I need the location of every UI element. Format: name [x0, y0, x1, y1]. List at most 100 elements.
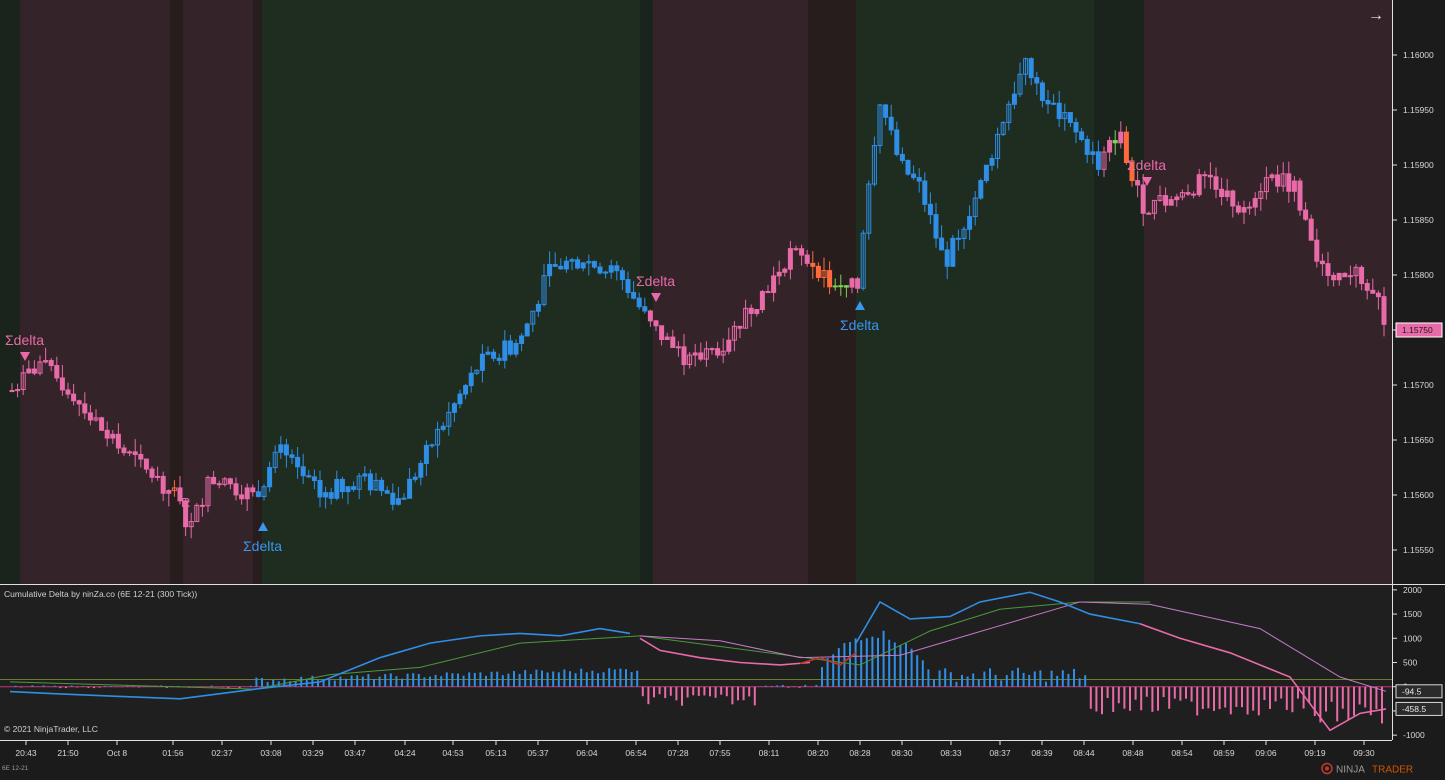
- candle: [967, 205, 973, 240]
- candle-body: [871, 145, 877, 185]
- time-tick-label: 06:54: [625, 748, 647, 758]
- candle: [390, 483, 396, 511]
- candle: [485, 346, 491, 356]
- time-tick-label: 02:37: [211, 748, 233, 758]
- price-tick-label: 1.16000: [1403, 50, 1434, 60]
- candle-body: [1062, 112, 1068, 120]
- candle-body: [1028, 58, 1034, 79]
- candle: [261, 484, 267, 501]
- candle: [323, 486, 329, 509]
- delta-signal: Σdelta: [243, 522, 282, 554]
- candle-body: [1291, 180, 1297, 192]
- time-tick-label: 06:04: [576, 748, 598, 758]
- brand-left: NINJA: [1336, 765, 1365, 776]
- candle-body: [384, 490, 390, 494]
- candle-body: [558, 265, 564, 270]
- candle-body: [1129, 162, 1135, 182]
- candle-body: [804, 254, 810, 264]
- candle-body: [1084, 138, 1090, 155]
- candle-body: [743, 307, 749, 329]
- candle: [507, 334, 513, 357]
- candle: [743, 299, 749, 329]
- time-tick-label: 08:44: [1073, 748, 1095, 758]
- candle-body: [524, 323, 530, 337]
- candle: [838, 274, 844, 296]
- candle: [227, 477, 233, 490]
- price-tick-label: 1.15700: [1403, 380, 1434, 390]
- candle-body: [9, 390, 15, 392]
- candle: [82, 392, 88, 420]
- candle: [888, 104, 894, 136]
- candle-body: [972, 197, 978, 218]
- candle: [1252, 192, 1258, 216]
- indicator-value-label: -458.5: [1402, 704, 1426, 714]
- candle-body: [110, 433, 116, 439]
- cumulative-delta-line: [639, 637, 811, 666]
- candle: [1157, 185, 1163, 202]
- candle-body: [1045, 100, 1051, 105]
- candle: [911, 165, 917, 181]
- candle: [709, 347, 715, 355]
- candle: [244, 483, 250, 512]
- candle: [317, 470, 323, 508]
- candle-body: [659, 325, 665, 340]
- candle: [216, 480, 222, 489]
- candle-body: [1364, 283, 1370, 291]
- candle-body: [827, 270, 833, 288]
- candle-body: [239, 494, 245, 500]
- candle: [367, 469, 373, 496]
- candle-body: [905, 159, 911, 175]
- candle-body: [575, 259, 581, 269]
- candle: [1297, 178, 1303, 216]
- candle: [31, 360, 37, 376]
- candle-body: [222, 478, 228, 485]
- candle-body: [1079, 131, 1085, 140]
- candle: [440, 422, 446, 432]
- candle: [328, 487, 334, 505]
- candle: [1347, 265, 1353, 286]
- candle: [681, 334, 687, 376]
- time-tick-label: 03:47: [344, 748, 366, 758]
- candle: [597, 262, 603, 275]
- candle: [776, 260, 782, 285]
- candle-body: [435, 428, 441, 446]
- candle: [71, 383, 77, 406]
- candle-body: [978, 180, 984, 199]
- candle-body: [586, 261, 592, 264]
- candle-body: [1118, 131, 1124, 144]
- candle: [827, 261, 833, 295]
- candle-body: [311, 476, 317, 482]
- candle-body: [440, 425, 446, 430]
- candle-body: [43, 360, 49, 363]
- triangle-up-icon: [855, 301, 865, 310]
- candle: [1319, 253, 1325, 276]
- candle: [1353, 264, 1359, 288]
- arrow-right-icon[interactable]: →: [1368, 7, 1384, 24]
- candle: [93, 409, 99, 422]
- candle-body: [1247, 206, 1253, 209]
- candle-body: [883, 104, 889, 118]
- indicator-tick-label: 1000: [1403, 633, 1422, 643]
- cumulative-delta-line: [9, 627, 631, 700]
- candle-body: [407, 478, 413, 499]
- candle: [356, 472, 362, 500]
- candle-body: [591, 261, 597, 268]
- candle-body: [1202, 174, 1208, 177]
- candle-body: [832, 285, 838, 288]
- candle-body: [608, 265, 614, 273]
- candle-body: [261, 486, 267, 497]
- candle: [1286, 161, 1292, 203]
- candle-body: [177, 487, 183, 502]
- time-tick-label: 03:29: [302, 748, 324, 758]
- candle: [272, 445, 278, 474]
- candle: [995, 127, 1001, 169]
- delta-signal: Σdelta: [5, 332, 44, 361]
- candle-body: [367, 473, 373, 491]
- candle: [1336, 272, 1342, 286]
- candle: [1112, 130, 1118, 156]
- candle-body: [160, 475, 166, 494]
- time-tick-label: 09:19: [1304, 748, 1326, 758]
- candle: [989, 154, 995, 171]
